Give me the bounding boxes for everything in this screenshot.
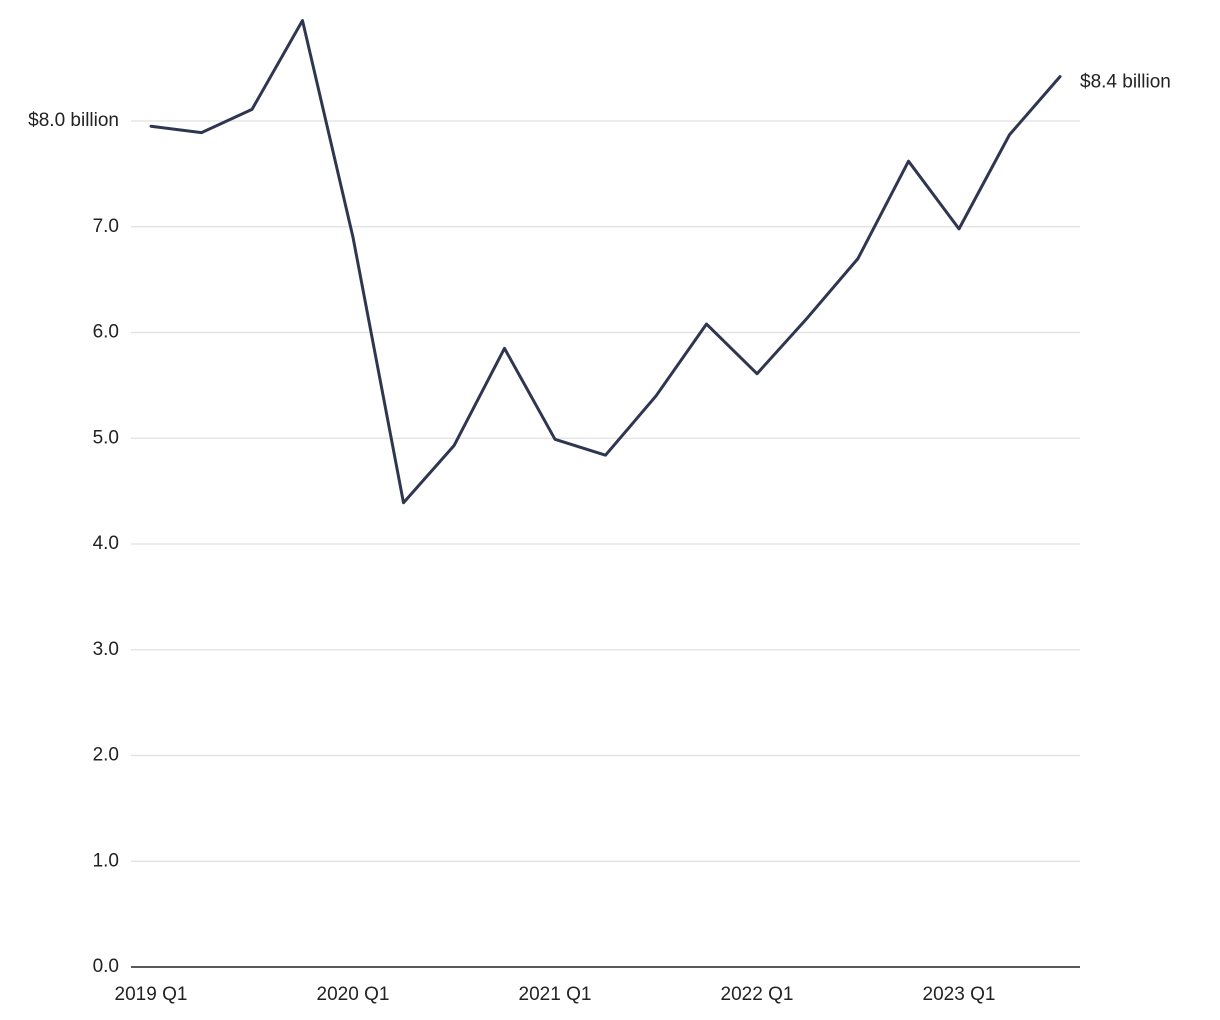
- data-line: [149, 19, 1062, 505]
- value-label: $8.4 billion: [1080, 72, 1171, 93]
- x-tick-label: 2021 Q1: [519, 984, 592, 1005]
- x-tick-label: 2022 Q1: [721, 984, 794, 1005]
- y-tick-label: 5.0: [93, 427, 119, 448]
- x-tick-label: 2019 Q1: [115, 984, 188, 1005]
- y-tick-label: 6.0: [93, 322, 119, 343]
- y-tick-label: 4.0: [93, 533, 119, 554]
- y-tick-label: 2.0: [93, 745, 119, 766]
- y-tick-label: $8.0 billion: [28, 110, 119, 131]
- y-tick-label: 7.0: [93, 216, 119, 237]
- x-tick-label: 2020 Q1: [317, 984, 390, 1005]
- y-tick-label: 1.0: [93, 850, 119, 871]
- y-tick-label: 0.0: [93, 956, 119, 977]
- y-tick-label: 3.0: [93, 639, 119, 660]
- x-tick-label: 2023 Q1: [923, 984, 996, 1005]
